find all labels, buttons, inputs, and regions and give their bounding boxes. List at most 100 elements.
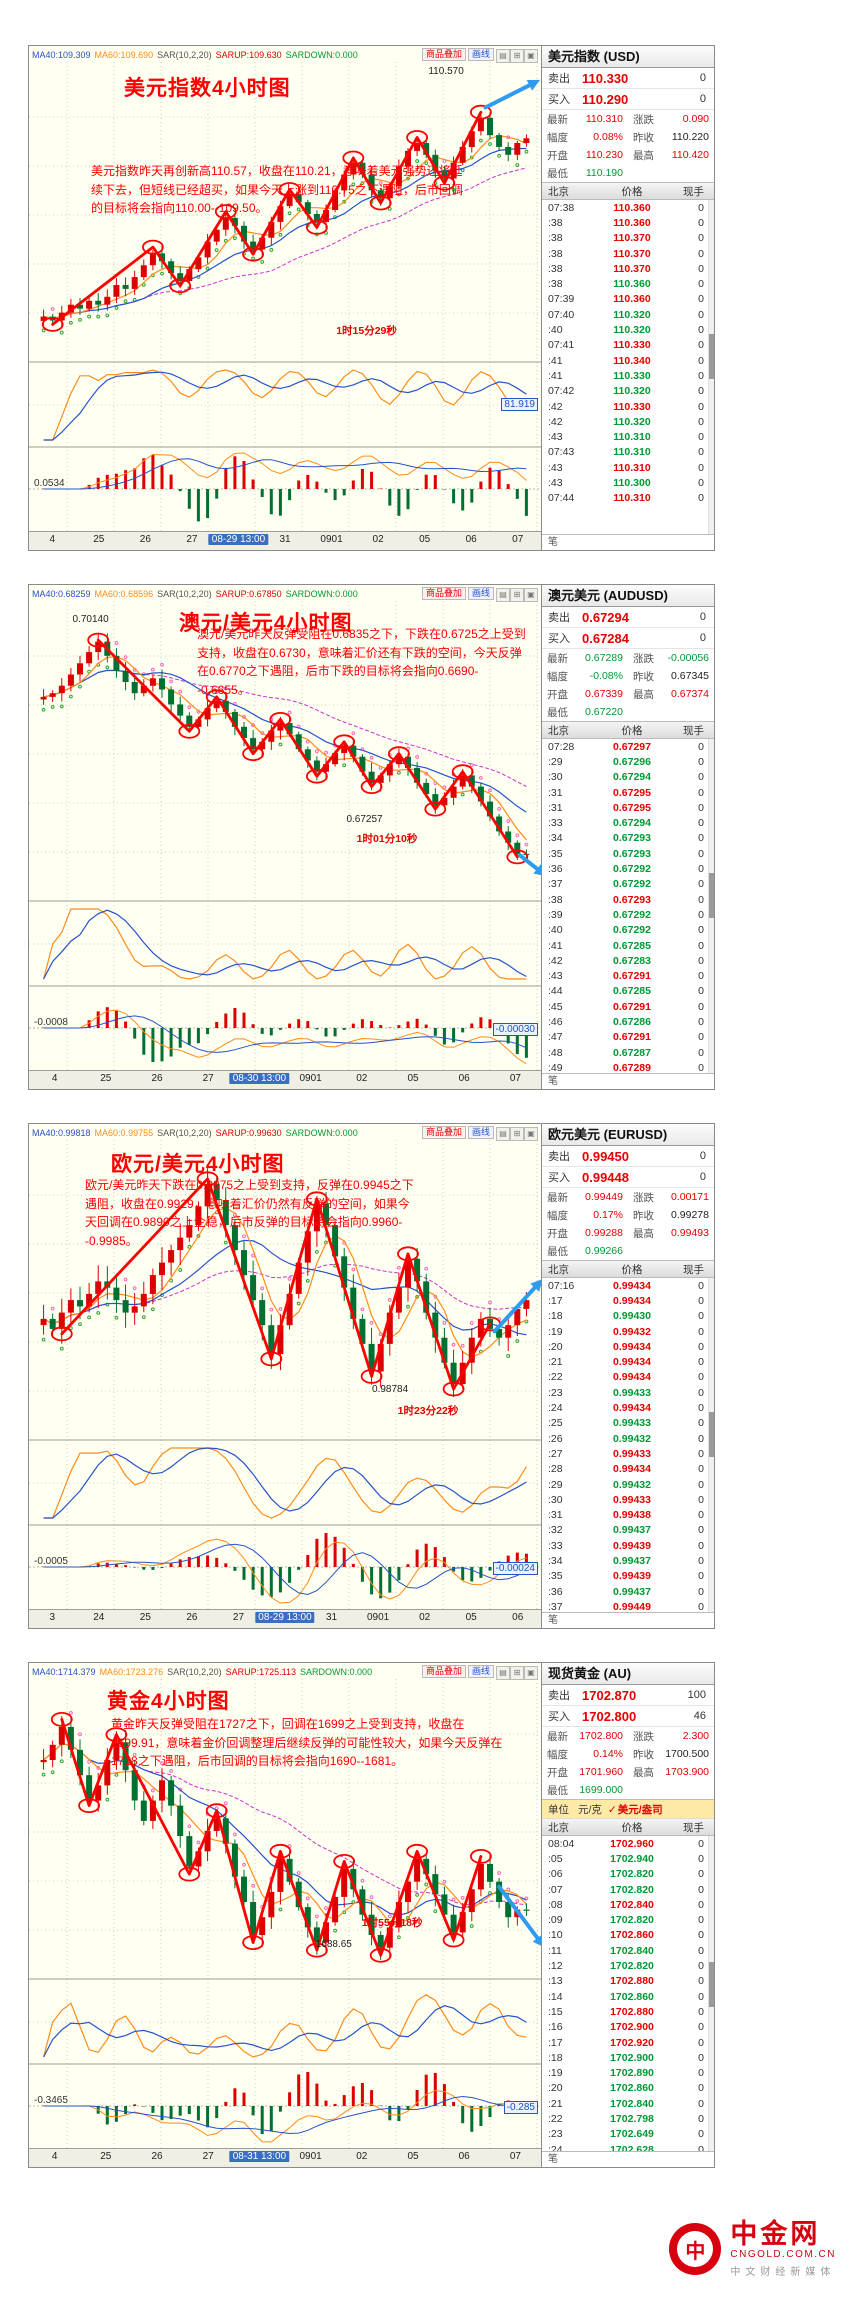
tick-row[interactable]: :15 1702.880 0 xyxy=(542,2004,714,2019)
tick-row[interactable]: :41 110.340 0 xyxy=(542,353,714,368)
candlestick-chart[interactable] xyxy=(29,1140,541,1610)
overlay-compare-button[interactable]: 商品叠加 xyxy=(421,1125,466,1139)
tick-row[interactable]: :41 0.67285 0 xyxy=(542,938,714,953)
tick-row[interactable]: :43 110.310 0 xyxy=(542,429,714,444)
scrollbar-thumb[interactable] xyxy=(709,1962,714,2007)
tick-row[interactable]: :38 0.67293 0 xyxy=(542,892,714,907)
tick-row[interactable]: :30 0.67294 0 xyxy=(542,770,714,785)
tick-row[interactable]: :31 0.67295 0 xyxy=(542,785,714,800)
tick-row[interactable]: :32 0.99437 0 xyxy=(542,1523,714,1538)
tick-row[interactable]: :26 0.99432 0 xyxy=(542,1431,714,1446)
kline-style-icon[interactable]: ▤ xyxy=(496,49,510,63)
tick-row[interactable]: :38 110.370 0 xyxy=(542,261,714,276)
tick-row[interactable]: :45 0.67291 0 xyxy=(542,999,714,1014)
tick-row[interactable]: :33 0.67294 0 xyxy=(542,815,714,830)
tick-row[interactable]: :40 110.320 0 xyxy=(542,322,714,337)
tick-row[interactable]: :36 0.67292 0 xyxy=(542,861,714,876)
tick-row[interactable]: :27 0.99433 0 xyxy=(542,1446,714,1461)
tick-row[interactable]: :38 110.370 0 xyxy=(542,231,714,246)
tick-row[interactable]: :05 1702.940 0 xyxy=(542,1851,714,1866)
tick-row[interactable]: :16 1702.900 0 xyxy=(542,2020,714,2035)
tick-row[interactable]: :43 110.300 0 xyxy=(542,475,714,490)
scrollbar-thumb[interactable] xyxy=(709,333,714,379)
tick-row[interactable]: :39 0.67292 0 xyxy=(542,907,714,922)
tick-row[interactable]: :29 0.99432 0 xyxy=(542,1477,714,1492)
ask-row[interactable]: 卖出 110.330 0 xyxy=(542,68,714,89)
bid-row[interactable]: 买入 0.99448 0 xyxy=(542,1167,714,1188)
tick-row[interactable]: :20 0.99434 0 xyxy=(542,1339,714,1354)
tick-row[interactable]: :18 0.99430 0 xyxy=(542,1309,714,1324)
draw-line-button[interactable]: 画线 xyxy=(467,47,494,61)
tick-row[interactable]: :42 0.67283 0 xyxy=(542,953,714,968)
overlay-compare-button[interactable]: 商品叠加 xyxy=(421,1664,466,1678)
tick-row[interactable]: :11 1702.840 0 xyxy=(542,1943,714,1958)
tick-row[interactable]: :24 1702.628 0 xyxy=(542,2142,714,2151)
tick-row[interactable]: :18 1702.900 0 xyxy=(542,2050,714,2065)
tick-row[interactable]: :38 110.360 0 xyxy=(542,215,714,230)
tick-row[interactable]: :34 0.99437 0 xyxy=(542,1553,714,1568)
tick-row[interactable]: :21 1702.840 0 xyxy=(542,2096,714,2111)
tick-row[interactable]: :46 0.67286 0 xyxy=(542,1014,714,1029)
tick-row[interactable]: 07:41 110.330 0 xyxy=(542,338,714,353)
grid-layout-icon[interactable]: ⊞ xyxy=(510,49,524,63)
tick-row[interactable]: :19 1702.890 0 xyxy=(542,2065,714,2080)
tick-row[interactable]: :08 1702.840 0 xyxy=(542,1897,714,1912)
tick-row[interactable]: :48 0.67287 0 xyxy=(542,1045,714,1060)
tick-row[interactable]: 07:42 110.320 0 xyxy=(542,384,714,399)
fullscreen-icon[interactable]: ▣ xyxy=(524,49,538,63)
tick-row[interactable]: :24 0.99434 0 xyxy=(542,1400,714,1415)
ask-row[interactable]: 卖出 1702.870 100 xyxy=(542,1685,714,1706)
tick-row[interactable]: :23 1702.649 0 xyxy=(542,2127,714,2142)
scrollbar[interactable] xyxy=(708,1836,714,2151)
tick-row[interactable]: :17 0.99434 0 xyxy=(542,1293,714,1308)
overlay-compare-button[interactable]: 商品叠加 xyxy=(421,586,466,600)
tick-row[interactable]: :42 110.330 0 xyxy=(542,399,714,414)
bid-row[interactable]: 买入 1702.800 46 xyxy=(542,1706,714,1727)
tick-row[interactable]: :12 1702.820 0 xyxy=(542,1958,714,1973)
tick-row[interactable]: :44 0.67285 0 xyxy=(542,984,714,999)
chart-area[interactable]: MA40:1714.379 MA60:1723.276 SAR(10,2,20) SA… xyxy=(29,1663,542,2167)
tick-row[interactable]: 07:43 110.310 0 xyxy=(542,445,714,460)
tick-row[interactable]: :37 0.67292 0 xyxy=(542,877,714,892)
chart-area[interactable]: MA40:109.309 MA60:109.690 SAR(10,2,20) SARU… xyxy=(29,46,542,550)
fullscreen-icon[interactable]: ▣ xyxy=(524,588,538,602)
kline-style-icon[interactable]: ▤ xyxy=(496,1127,510,1141)
tick-row[interactable]: 07:38 110.360 0 xyxy=(542,200,714,215)
chart-area[interactable]: MA40:0.99818 MA60:0.99755 SAR(10,2,20) SARU… xyxy=(29,1124,542,1628)
tick-row[interactable]: :10 1702.860 0 xyxy=(542,1928,714,1943)
grid-layout-icon[interactable]: ⊞ xyxy=(510,1127,524,1141)
draw-line-button[interactable]: 画线 xyxy=(467,1664,494,1678)
tick-row[interactable]: :21 0.99434 0 xyxy=(542,1354,714,1369)
tick-row[interactable]: 08:04 1702.960 0 xyxy=(542,1836,714,1851)
scrollbar[interactable] xyxy=(708,739,714,1073)
tick-row[interactable]: :17 1702.920 0 xyxy=(542,2035,714,2050)
grid-layout-icon[interactable]: ⊞ xyxy=(510,1666,524,1680)
tick-row[interactable]: :33 0.99439 0 xyxy=(542,1538,714,1553)
tick-row[interactable]: :19 0.99432 0 xyxy=(542,1324,714,1339)
fullscreen-icon[interactable]: ▣ xyxy=(524,1127,538,1141)
tick-row[interactable]: :25 0.99433 0 xyxy=(542,1416,714,1431)
draw-line-button[interactable]: 画线 xyxy=(467,586,494,600)
kline-style-icon[interactable]: ▤ xyxy=(496,1666,510,1680)
tick-row[interactable]: :22 1702.798 0 xyxy=(542,2111,714,2126)
tick-row[interactable]: :28 0.99434 0 xyxy=(542,1462,714,1477)
tick-row[interactable]: :35 0.67293 0 xyxy=(542,846,714,861)
tick-row[interactable]: :22 0.99434 0 xyxy=(542,1370,714,1385)
candlestick-chart[interactable] xyxy=(29,1679,541,2149)
bid-row[interactable]: 买入 110.290 0 xyxy=(542,89,714,110)
scrollbar[interactable] xyxy=(708,200,714,534)
bid-row[interactable]: 买入 0.67284 0 xyxy=(542,628,714,649)
unit-option[interactable]: ✓美元/盎司 xyxy=(608,1802,663,1817)
candlestick-chart[interactable] xyxy=(29,601,541,1071)
tick-row[interactable]: :09 1702.820 0 xyxy=(542,1912,714,1927)
tick-row[interactable]: 07:40 110.320 0 xyxy=(542,307,714,322)
ask-row[interactable]: 卖出 0.99450 0 xyxy=(542,1146,714,1167)
tick-row[interactable]: :06 1702.820 0 xyxy=(542,1867,714,1882)
tick-row[interactable]: 07:16 0.99434 0 xyxy=(542,1278,714,1293)
tick-row[interactable]: 07:39 110.360 0 xyxy=(542,292,714,307)
tick-row[interactable]: :40 0.67292 0 xyxy=(542,923,714,938)
tick-row[interactable]: 07:28 0.67297 0 xyxy=(542,739,714,754)
ask-row[interactable]: 卖出 0.67294 0 xyxy=(542,607,714,628)
scrollbar-thumb[interactable] xyxy=(709,1411,714,1457)
tick-row[interactable]: :41 110.330 0 xyxy=(542,368,714,383)
